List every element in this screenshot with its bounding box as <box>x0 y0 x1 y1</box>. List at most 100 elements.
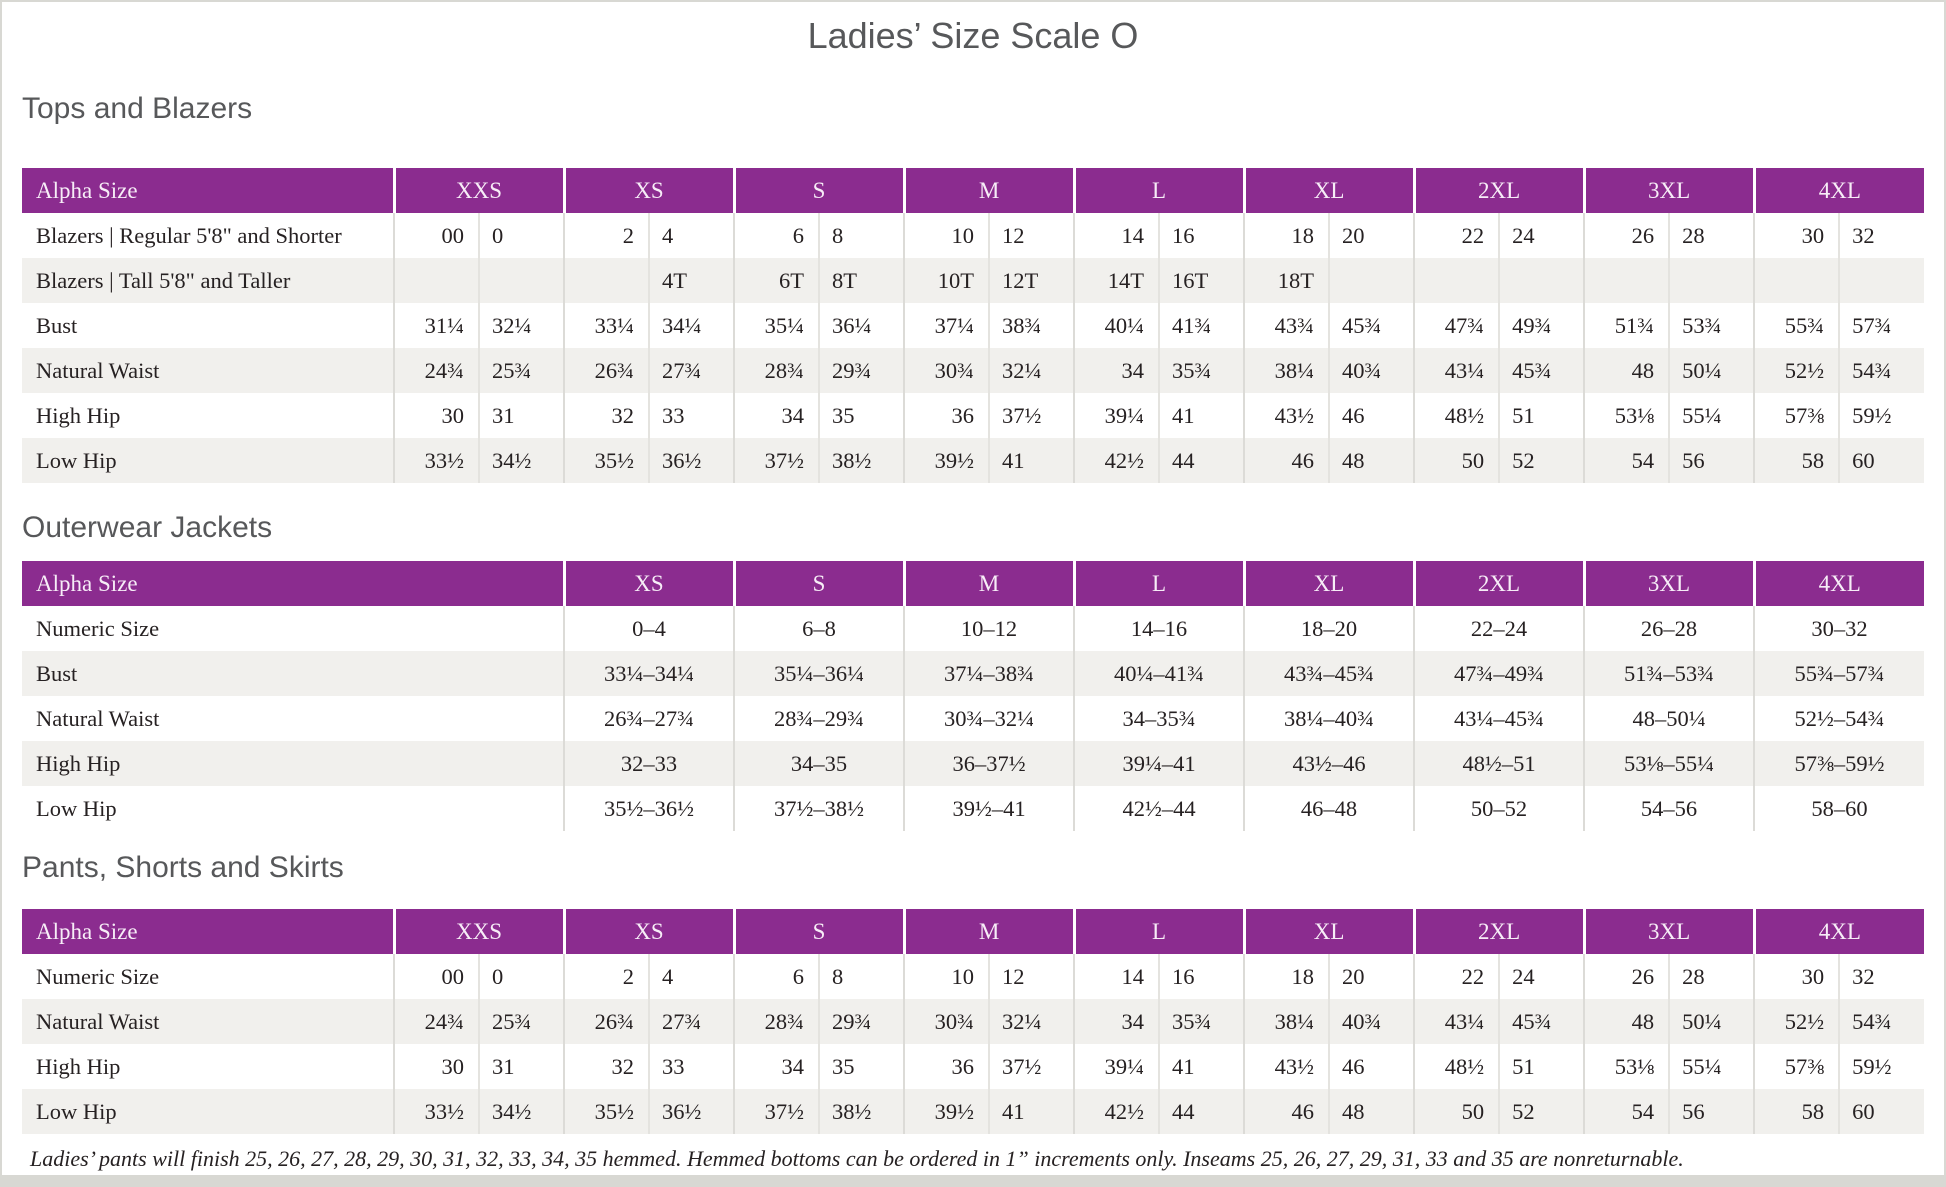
size-cell: 52½ <box>1753 999 1840 1044</box>
size-column-header: 4XL <box>1752 168 1925 213</box>
size-cell: 8 <box>818 213 905 258</box>
size-cell: 52½–54¾ <box>1753 696 1924 741</box>
size-column-header: S <box>732 168 905 213</box>
size-cell: 55¾ <box>1753 303 1840 348</box>
size-cell: 36 <box>903 393 990 438</box>
size-cell: 48 <box>1583 348 1670 393</box>
size-cell: 26 <box>1583 954 1670 999</box>
size-cell: 49¾ <box>1498 303 1585 348</box>
alpha-size-header: Alpha Size <box>22 561 564 606</box>
size-column-header: 2XL <box>1412 168 1585 213</box>
size-cell: 35½ <box>563 1089 650 1134</box>
footnote: Ladies’ pants will finish 25, 26, 27, 28… <box>30 1146 1684 1171</box>
size-cell: 43½ <box>1243 1044 1330 1089</box>
size-cell: 31 <box>477 393 565 438</box>
size-cell: 34½ <box>477 1089 565 1134</box>
size-cell: 51¾ <box>1583 303 1670 348</box>
size-cell: 33¼ <box>563 303 650 348</box>
size-cell: 39¼ <box>1073 393 1160 438</box>
size-column-header: XL <box>1242 561 1414 606</box>
size-cell: 37¼ <box>903 303 990 348</box>
size-cell: 42½ <box>1073 1089 1160 1134</box>
size-column-header: XS <box>562 561 734 606</box>
size-column-header: XL <box>1242 168 1415 213</box>
size-cell: 35 <box>818 1044 905 1089</box>
size-cell: 58 <box>1753 438 1840 483</box>
size-cell: 10 <box>903 213 990 258</box>
size-cell <box>1583 258 1670 303</box>
size-cell: 34–35 <box>733 741 904 786</box>
size-column-header: L <box>1072 909 1245 954</box>
size-cell: 39¼ <box>1073 1044 1160 1089</box>
size-cell: 44 <box>1158 1089 1245 1134</box>
size-cell: 6–8 <box>733 606 904 651</box>
row-label: High Hip <box>22 741 564 786</box>
size-cell: 36½ <box>648 438 735 483</box>
size-cell: 32 <box>1838 954 1925 999</box>
size-cell: 36 <box>903 1044 990 1089</box>
size-cell: 48 <box>1328 1089 1415 1134</box>
size-cell: 4T <box>648 258 735 303</box>
size-cell: 37½ <box>988 1044 1075 1089</box>
size-cell: 50 <box>1413 438 1500 483</box>
size-cell: 2 <box>563 954 650 999</box>
size-cell: 6T <box>733 258 820 303</box>
table-row: Bust 31¼ 32¼ 33¼ 34¼ 35¼ 36¼ 37¼ 38¾ 40¼ 41¾ 43¾ 45¾… <box>22 303 1925 348</box>
size-cell: 55¾–57¾ <box>1753 651 1924 696</box>
table-header-row: Alpha Size XS S M L XL 2XL 3XL 4XL <box>22 561 1924 606</box>
size-cell: 12T <box>988 258 1075 303</box>
row-label: Numeric Size <box>36 615 160 641</box>
size-cell: 20 <box>1328 954 1415 999</box>
size-cell: 0 <box>477 954 565 999</box>
size-cell: 35½–36½ <box>563 786 734 831</box>
page-title: Ladies’ Size Scale O <box>807 15 1139 56</box>
size-cell: 25¾ <box>477 999 565 1044</box>
size-cell: 39½–41 <box>903 786 1074 831</box>
size-cell: 50 <box>1413 1089 1500 1134</box>
size-cell: 30¾–32¼ <box>903 696 1074 741</box>
size-cell: 34½ <box>477 438 565 483</box>
table-row: High Hip 30 31 32 33 34 35 36 37½ 39¼ 41 43½ 46 48½ 51… <box>22 1044 1925 1089</box>
size-cell: 37½ <box>733 1089 820 1134</box>
size-cell: 52 <box>1498 1089 1585 1134</box>
row-label: Natural Waist <box>22 999 394 1044</box>
size-cell: 43¼ <box>1413 999 1500 1044</box>
size-cell <box>1668 258 1755 303</box>
size-column-header: XXS <box>392 909 565 954</box>
size-column-header: XL <box>1242 909 1415 954</box>
size-cell: 33½ <box>393 438 479 483</box>
size-cell: 24¾ <box>393 999 479 1044</box>
table-row: Bust 33¼–34¼ 35¼–36¼ 37¼–38¾ 40¼–41¾ 43¾–45¾ 4… <box>22 651 1924 696</box>
size-cell: 41 <box>1158 393 1245 438</box>
size-cell: 32 <box>563 393 650 438</box>
size-cell: 30 <box>393 1044 479 1089</box>
size-cell: 12 <box>988 954 1075 999</box>
size-cell: 32–33 <box>563 741 734 786</box>
section-heading: Tops and Blazers <box>22 92 253 125</box>
size-cell <box>393 258 479 303</box>
size-cell: 33 <box>648 393 735 438</box>
size-cell: 59½ <box>1838 393 1925 438</box>
size-table: Alpha Size XXS XS S M L XL 2XL 3XL 4XL Numeric Siz… <box>22 909 1925 1134</box>
size-cell: 22 <box>1413 954 1500 999</box>
size-cell: 58–60 <box>1753 786 1924 831</box>
size-cell: 35¾ <box>1158 348 1245 393</box>
size-cell: 48–50¼ <box>1583 696 1754 741</box>
size-column-header: XS <box>562 909 735 954</box>
size-cell: 36½ <box>648 1089 735 1134</box>
size-cell: 18T <box>1243 258 1330 303</box>
size-cell: 51¾–53¾ <box>1583 651 1754 696</box>
size-column-header: 3XL <box>1582 561 1754 606</box>
size-cell: 54 <box>1583 438 1670 483</box>
size-cell: 34 <box>1073 348 1160 393</box>
size-cell: 30¾ <box>903 999 990 1044</box>
size-table: Alpha Size XS S M L XL 2XL 3XL 4XL Numeric Size 0–… <box>22 561 1924 831</box>
size-cell: 38¼–40¾ <box>1243 696 1414 741</box>
size-cell: 0 <box>477 213 565 258</box>
section-heading: Outerwear Jackets <box>22 511 273 544</box>
size-cell <box>563 258 650 303</box>
size-cell: 18 <box>1243 954 1330 999</box>
size-cell: 12 <box>988 213 1075 258</box>
size-cell: 14–16 <box>1073 606 1244 651</box>
size-cell: 00 <box>393 954 479 999</box>
